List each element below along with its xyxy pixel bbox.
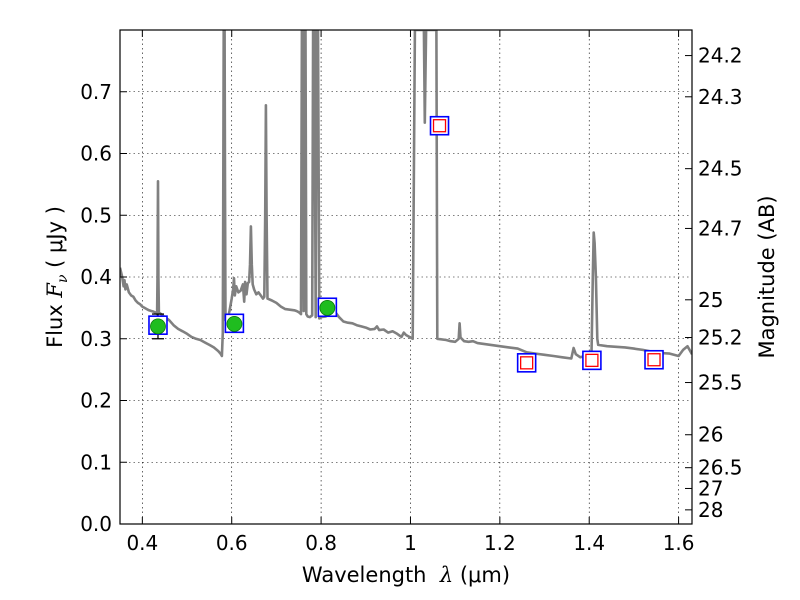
observed-point <box>150 318 166 335</box>
right-tick-label: 24.7 <box>698 216 743 240</box>
y-tick-label: 0.3 <box>80 327 112 351</box>
right-tick-label: 25.2 <box>698 326 743 350</box>
right-tick-label: 25 <box>698 288 723 312</box>
y-tick-label: 0.0 <box>80 512 112 536</box>
x-tick-label: 1 <box>404 531 417 555</box>
observed-point <box>226 316 243 332</box>
right-tick-label: 26 <box>698 423 723 447</box>
y-tick-label: 0.4 <box>80 265 112 289</box>
y-tick-label: 0.6 <box>80 142 112 166</box>
model-spectrum-line <box>120 30 692 360</box>
model-photometry-inner-square <box>647 353 661 367</box>
observed-point <box>319 299 336 316</box>
y-tick-label: 0.5 <box>80 203 112 227</box>
grid-lines <box>120 30 692 525</box>
model-photometry-inner-square <box>432 119 447 133</box>
right-tick-label: 25.5 <box>698 371 743 395</box>
x-tick-label: 1.2 <box>484 531 516 555</box>
right-axis-label: Magnitude (AB) <box>755 195 779 358</box>
model-photometry-square <box>644 349 664 370</box>
tick-marks <box>120 30 692 525</box>
y-tick-label: 0.2 <box>80 389 112 413</box>
right-tick-label: 24.2 <box>698 44 743 68</box>
model-photometry-inner-square <box>585 353 599 368</box>
model-spectrum-group <box>120 30 692 360</box>
right-tick-label: 24.5 <box>698 157 743 181</box>
y-axis-label: Flux Fν ( μJy ) <box>43 206 71 348</box>
tick-labels: 0.4 0.6 0.8 1 1.2 1.4 1.6 0.0 0.1 0.2 0.3 0.4 0.5 0.6… <box>80 44 742 555</box>
model-photometry-square <box>429 115 450 136</box>
model-photometry-inner-square <box>520 356 534 370</box>
right-tick-label: 26.5 <box>698 456 743 480</box>
right-tick-label: 28 <box>698 498 723 522</box>
markers-group <box>148 115 664 373</box>
model-photometry-square <box>516 353 537 373</box>
x-axis-label: Wavelength λ (μm) <box>302 563 510 587</box>
right-tick-label: 24.3 <box>698 85 743 109</box>
model-photometry-square <box>582 350 602 371</box>
x-tick-label: 0.8 <box>305 531 337 555</box>
y-tick-label: 0.7 <box>80 80 112 104</box>
x-tick-label: 1.4 <box>573 531 605 555</box>
x-tick-label: 0.4 <box>126 531 158 555</box>
right-tick-label: 27 <box>698 476 723 500</box>
x-tick-label: 1.6 <box>663 531 695 555</box>
x-tick-label: 0.6 <box>216 531 248 555</box>
y-tick-label: 0.1 <box>80 450 112 474</box>
